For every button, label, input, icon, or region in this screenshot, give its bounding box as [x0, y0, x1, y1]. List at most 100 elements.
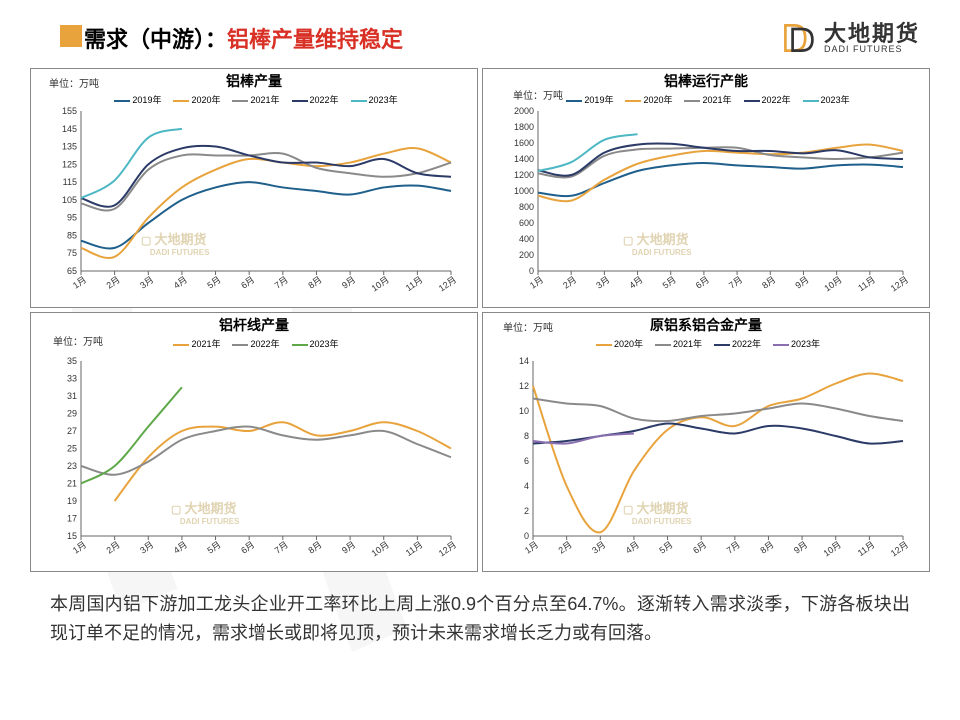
svg-text:8月: 8月 — [306, 274, 323, 290]
svg-text:11月: 11月 — [404, 539, 425, 558]
svg-text:10月: 10月 — [822, 539, 843, 558]
svg-text:115: 115 — [63, 177, 77, 187]
title-black: 需求（中游）： — [84, 22, 227, 54]
svg-text:10: 10 — [519, 406, 529, 416]
svg-text:0: 0 — [529, 266, 534, 276]
svg-text:4月: 4月 — [624, 539, 641, 555]
svg-text:3月: 3月 — [138, 539, 155, 555]
page-title: 需求（中游）： 铝棒产量维持稳定 — [60, 22, 403, 54]
svg-text:8月: 8月 — [758, 539, 775, 555]
svg-text:9月: 9月 — [340, 274, 357, 290]
svg-text:6: 6 — [524, 456, 529, 466]
chart-watermark: ▢ 大地期货 DADI FUTURES — [171, 498, 239, 526]
svg-text:135: 135 — [62, 142, 77, 152]
svg-text:0: 0 — [524, 531, 529, 541]
chart-watermark: ▢ 大地期货 DADI FUTURES — [141, 229, 209, 257]
chart-watermark: ▢ 大地期货 DADI FUTURES — [623, 229, 691, 257]
svg-text:3月: 3月 — [590, 539, 607, 555]
svg-text:7月: 7月 — [273, 539, 290, 555]
svg-text:15: 15 — [67, 531, 77, 541]
svg-text:2000: 2000 — [514, 106, 534, 116]
svg-text:21: 21 — [67, 479, 77, 489]
svg-text:11月: 11月 — [404, 274, 425, 293]
svg-text:600: 600 — [519, 218, 534, 228]
svg-text:400: 400 — [519, 234, 534, 244]
chart-watermark: ▢ 大地期货 DADI FUTURES — [623, 498, 691, 526]
svg-text:8: 8 — [524, 431, 529, 441]
svg-text:31: 31 — [67, 391, 77, 401]
svg-text:800: 800 — [519, 202, 534, 212]
plot-svg: 657585951051151251351451551月2月3月4月5月6月7月… — [31, 69, 477, 307]
svg-text:4月: 4月 — [172, 274, 189, 290]
svg-text:85: 85 — [67, 230, 77, 240]
svg-text:6月: 6月 — [691, 539, 708, 555]
svg-text:7月: 7月 — [725, 539, 742, 555]
svg-text:6月: 6月 — [694, 274, 711, 290]
svg-text:10月: 10月 — [822, 274, 843, 293]
logo-en: DADI FUTURES — [824, 45, 920, 54]
svg-text:9月: 9月 — [340, 539, 357, 555]
svg-text:12月: 12月 — [437, 539, 458, 558]
svg-text:12: 12 — [519, 381, 529, 391]
logo-cn: 大地期货 — [824, 23, 920, 45]
charts-grid: 铝棒产量单位：万吨2019年2020年2021年2022年2023年657585… — [0, 64, 960, 572]
svg-text:23: 23 — [67, 461, 77, 471]
logo: 大地期货 DADI FUTURES — [780, 20, 920, 56]
svg-text:3月: 3月 — [594, 274, 611, 290]
svg-text:1月: 1月 — [71, 539, 88, 555]
svg-text:4月: 4月 — [627, 274, 644, 290]
svg-text:1月: 1月 — [71, 274, 88, 290]
plot-svg: 02004006008001000120014001600180020001月2… — [483, 69, 929, 307]
svg-text:105: 105 — [62, 195, 77, 205]
chart-aluminum-rod-output: 铝棒产量单位：万吨2019年2020年2021年2022年2023年657585… — [30, 68, 478, 308]
svg-text:1000: 1000 — [514, 186, 534, 196]
svg-text:125: 125 — [62, 159, 77, 169]
svg-text:1200: 1200 — [514, 170, 534, 180]
svg-text:12月: 12月 — [889, 539, 910, 558]
svg-text:3月: 3月 — [138, 274, 155, 290]
svg-text:12月: 12月 — [889, 274, 910, 293]
title-bullet-icon — [60, 25, 82, 47]
svg-text:2月: 2月 — [557, 539, 574, 555]
svg-text:9月: 9月 — [793, 274, 810, 290]
svg-text:7月: 7月 — [273, 274, 290, 290]
plot-svg: 024681012141月2月3月4月5月6月7月8月9月10月11月12月 — [483, 313, 929, 571]
svg-text:5月: 5月 — [205, 274, 222, 290]
svg-text:25: 25 — [67, 444, 77, 454]
svg-text:7月: 7月 — [727, 274, 744, 290]
chart-aluminum-wire-output: 铝杆线产量单位：万吨2021年2022年2023年151719212325272… — [30, 312, 478, 572]
svg-text:6月: 6月 — [239, 274, 256, 290]
plot-svg: 15171921232527293133351月2月3月4月5月6月7月8月9月… — [31, 313, 477, 571]
svg-text:19: 19 — [67, 496, 77, 506]
logo-icon — [780, 20, 816, 56]
svg-text:12月: 12月 — [437, 274, 458, 293]
svg-text:11月: 11月 — [856, 539, 877, 558]
svg-text:2月: 2月 — [105, 274, 122, 290]
svg-text:5月: 5月 — [657, 539, 674, 555]
svg-text:11月: 11月 — [856, 274, 877, 293]
body-paragraph: 本周国内铝下游加工龙头企业开工率环比上周上涨0.9个百分点至64.7%。逐渐转入… — [0, 572, 960, 648]
header: 需求（中游）： 铝棒产量维持稳定 大地期货 DADI FUTURES — [0, 0, 960, 64]
svg-text:2月: 2月 — [105, 539, 122, 555]
svg-text:1400: 1400 — [514, 154, 534, 164]
svg-text:10月: 10月 — [370, 539, 391, 558]
svg-text:1600: 1600 — [514, 138, 534, 148]
svg-text:14: 14 — [519, 356, 529, 366]
svg-text:65: 65 — [67, 266, 77, 276]
svg-text:9月: 9月 — [792, 539, 809, 555]
svg-text:1月: 1月 — [528, 274, 545, 290]
svg-text:4: 4 — [524, 481, 529, 491]
svg-text:27: 27 — [67, 426, 77, 436]
svg-text:17: 17 — [67, 514, 77, 524]
chart-aluminum-alloy-output: 原铝系铝合金产量单位：万吨2020年2021年2022年2023年0246810… — [482, 312, 930, 572]
svg-text:4月: 4月 — [172, 539, 189, 555]
svg-text:29: 29 — [67, 409, 77, 419]
svg-text:8月: 8月 — [306, 539, 323, 555]
svg-text:1800: 1800 — [514, 122, 534, 132]
svg-text:35: 35 — [67, 356, 77, 366]
svg-text:145: 145 — [62, 124, 77, 134]
svg-text:95: 95 — [67, 213, 77, 223]
svg-text:33: 33 — [67, 374, 77, 384]
svg-text:8月: 8月 — [760, 274, 777, 290]
svg-text:200: 200 — [519, 250, 534, 260]
